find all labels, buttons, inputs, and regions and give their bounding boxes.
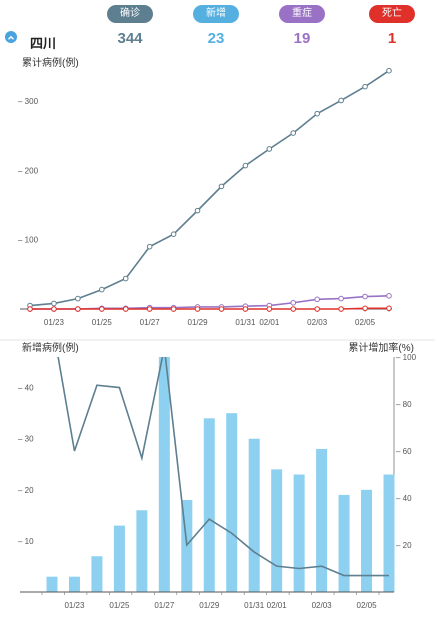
top-series-line-0 bbox=[29, 70, 390, 307]
bottom-x-tick-label: 01/29 bbox=[199, 601, 220, 610]
top-series-point-2 bbox=[51, 306, 57, 312]
bottom-y-axis-title: 新增病例(例) bbox=[22, 341, 79, 354]
top-y-tick-label: – 300 bbox=[18, 97, 39, 106]
bottom-bar bbox=[91, 556, 103, 592]
bottom-x-tick-label: 01/25 bbox=[109, 601, 130, 610]
top-series-point-0 bbox=[122, 275, 129, 282]
top-series-point-0 bbox=[170, 231, 177, 237]
top-series-point-2 bbox=[99, 306, 105, 312]
top-x-tick-label: 01/29 bbox=[188, 318, 209, 327]
top-x-tick-label: 01/23 bbox=[44, 318, 65, 327]
bottom-bar bbox=[158, 357, 170, 592]
bottom-y2-axis-title: 累计增加率(%) bbox=[348, 341, 414, 354]
tag-severe-label[interactable]: 重症 bbox=[279, 5, 325, 23]
bottom-y-tick-label: – 20 bbox=[18, 486, 34, 495]
top-series-point-2 bbox=[75, 306, 81, 312]
top-series-point-1 bbox=[338, 295, 344, 302]
bottom-y2-tick-label: – 20 bbox=[396, 541, 412, 550]
top-series-point-0 bbox=[218, 183, 225, 190]
bottom-rate-line bbox=[57, 357, 389, 577]
top-series-point-2 bbox=[266, 306, 273, 312]
bottom-bar bbox=[203, 418, 215, 592]
top-y-tick-label: – 200 bbox=[18, 166, 39, 175]
bottom-bar bbox=[113, 525, 125, 592]
top-x-tick-label: 02/05 bbox=[355, 318, 376, 327]
bottom-bar bbox=[271, 469, 283, 592]
tag-new-value: 23 bbox=[207, 30, 225, 47]
top-series-point-2 bbox=[314, 306, 321, 312]
bottom-bar bbox=[46, 576, 58, 592]
bottom-bar bbox=[293, 474, 305, 592]
top-series-line-2 bbox=[30, 307, 389, 310]
top-series-point-2 bbox=[146, 306, 153, 312]
top-series-point-2 bbox=[386, 305, 392, 312]
bottom-y2-tick-label: – 60 bbox=[396, 447, 412, 456]
top-series-point-0 bbox=[386, 67, 392, 74]
top-series-point-0 bbox=[194, 207, 201, 214]
bottom-y-tick-label: – 30 bbox=[18, 435, 34, 444]
top-series-point-0 bbox=[75, 295, 81, 302]
bottom-bar bbox=[68, 576, 80, 592]
top-x-tick-label: 02/01 bbox=[259, 318, 280, 327]
top-series-point-0 bbox=[362, 83, 368, 90]
top-x-tick-label: 02/03 bbox=[307, 318, 328, 327]
top-series-point-0 bbox=[242, 162, 249, 169]
top-series-point-2 bbox=[290, 306, 297, 312]
top-x-tick-label: 01/31 bbox=[235, 318, 256, 327]
top-y-tick-label: – 100 bbox=[18, 236, 39, 245]
bottom-x-tick-label: 02/05 bbox=[357, 601, 378, 610]
bottom-y2-tick-label: – 80 bbox=[396, 400, 412, 409]
bottom-bar bbox=[383, 474, 395, 592]
top-series-point-1 bbox=[290, 299, 297, 306]
tag-confirmed-value: 344 bbox=[117, 30, 143, 47]
top-chart-title: 累计病例(例) bbox=[22, 56, 79, 69]
bottom-y-tick-label: – 40 bbox=[18, 384, 34, 393]
top-series-point-2 bbox=[218, 306, 225, 312]
bottom-bar bbox=[226, 413, 238, 592]
bottom-x-tick-label: 02/03 bbox=[312, 601, 333, 610]
bottom-x-tick-label: 01/23 bbox=[64, 601, 85, 610]
tag-death-value: 1 bbox=[387, 30, 397, 47]
top-series-point-2 bbox=[122, 306, 129, 312]
bottom-y2-tick-label: – 40 bbox=[396, 494, 412, 503]
top-series-line-1 bbox=[30, 295, 390, 310]
top-series-point-0 bbox=[146, 243, 153, 250]
bottom-x-tick-label: 01/31 bbox=[244, 601, 265, 610]
top-series-point-0 bbox=[314, 110, 321, 117]
top-x-tick-label: 01/25 bbox=[92, 318, 113, 327]
top-series-point-2 bbox=[194, 306, 201, 312]
tag-confirmed-label[interactable]: 确诊 bbox=[107, 5, 153, 23]
tag-severe-value: 19 bbox=[293, 30, 311, 47]
top-series-point-2 bbox=[242, 306, 249, 312]
bottom-bar bbox=[316, 448, 328, 592]
bottom-x-tick-label: 01/27 bbox=[154, 601, 175, 610]
top-series-point-2 bbox=[170, 306, 177, 312]
bottom-y2-tick-label: – 100 bbox=[396, 353, 417, 362]
chevron-up-icon[interactable] bbox=[5, 31, 17, 43]
top-series-point-1 bbox=[314, 296, 321, 303]
bottom-bar bbox=[361, 489, 373, 592]
bottom-bar bbox=[136, 510, 148, 592]
bottom-x-tick-label: 02/01 bbox=[267, 601, 288, 610]
top-series-point-2 bbox=[27, 306, 33, 312]
top-series-point-0 bbox=[99, 286, 105, 293]
bottom-bar bbox=[338, 494, 350, 592]
top-x-tick-label: 01/27 bbox=[140, 318, 161, 327]
top-series-point-2 bbox=[338, 306, 344, 312]
bottom-bar bbox=[248, 438, 260, 592]
tag-death-label[interactable]: 死亡 bbox=[369, 5, 415, 23]
top-series-point-2 bbox=[362, 305, 368, 312]
top-series-point-0 bbox=[290, 130, 297, 136]
top-series-point-1 bbox=[386, 293, 392, 299]
bottom-y-tick-label: – 10 bbox=[18, 537, 34, 546]
top-series-point-0 bbox=[266, 146, 273, 152]
tag-new-label[interactable]: 新增 bbox=[193, 5, 239, 23]
top-series-point-0 bbox=[51, 300, 57, 307]
top-series-point-0 bbox=[338, 97, 344, 104]
region-name: 四川 bbox=[30, 36, 57, 51]
top-series-point-1 bbox=[362, 293, 368, 300]
